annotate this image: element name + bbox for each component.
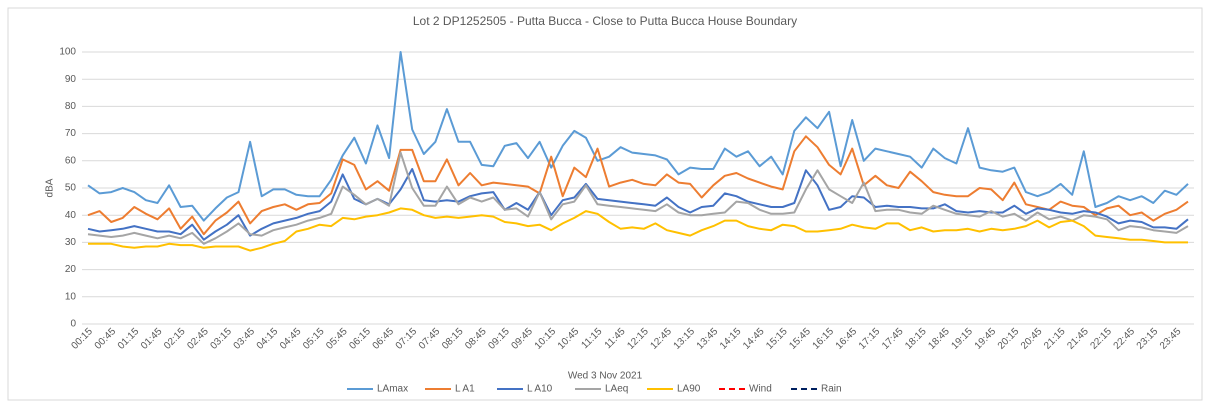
y-tick-label: 80	[65, 101, 77, 112]
y-tick-label: 10	[65, 291, 77, 302]
series-line	[87, 135, 1189, 236]
chart-frame	[7, 7, 1203, 401]
x-axis-title: Wed 3 Nov 2021	[568, 371, 643, 382]
y-tick-label: 90	[65, 74, 77, 85]
legend-label: LA90	[677, 384, 701, 395]
y-tick-label: 0	[70, 319, 76, 330]
series-line	[87, 168, 1189, 241]
legend-label: Wind	[749, 384, 772, 395]
y-tick-label: 60	[65, 155, 77, 166]
series-line	[87, 51, 1189, 222]
y-tick-label: 40	[65, 210, 77, 221]
y-tick-label: 50	[65, 183, 77, 194]
y-tick-label: 100	[59, 47, 76, 58]
legend-label: L A1	[455, 384, 475, 395]
series-line	[88, 207, 1188, 252]
y-tick-label: 70	[65, 128, 77, 139]
y-tick-label: 20	[65, 264, 77, 275]
legend-label: LAmax	[377, 384, 408, 395]
legend-label: LAeq	[605, 384, 628, 395]
legend-label: Rain	[821, 384, 842, 395]
series-line	[87, 151, 1189, 245]
y-axis-title: dBA	[45, 178, 56, 197]
y-tick-label: 30	[65, 237, 77, 248]
legend-label: L A10	[527, 384, 553, 395]
chart-title: Lot 2 DP1252505 - Putta Bucca - Close to…	[413, 14, 797, 28]
